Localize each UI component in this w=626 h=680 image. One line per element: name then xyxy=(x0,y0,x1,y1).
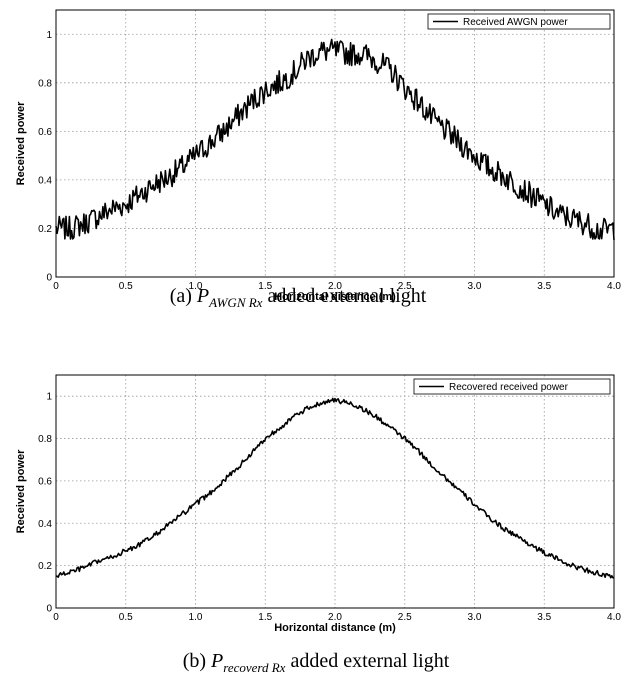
y-tick-labels: 0 0.2 0.4 0.6 0.8 1 xyxy=(38,392,52,615)
x-tick-label: 3.5 xyxy=(537,612,551,623)
gridlines xyxy=(56,375,614,608)
legend-box xyxy=(413,378,611,395)
caption-b-prefix: (b) xyxy=(183,650,206,672)
y-tick-label: 0.4 xyxy=(38,175,52,186)
x-tick-label: 2.5 xyxy=(398,612,412,623)
caption-a-suffix: added external light xyxy=(267,285,426,307)
x-axis-label: Horizontal distance (m) xyxy=(274,622,396,634)
caption-b-suffix: added external light xyxy=(290,650,449,672)
caption-b: (b) Precoverd Rx added external light xyxy=(183,650,450,675)
y-tick-label: 0.8 xyxy=(38,434,52,445)
caption-a-symbol: P xyxy=(196,285,209,307)
x-tick-label: 1.0 xyxy=(189,281,203,292)
legend-label: Received AWGN power xyxy=(463,17,568,28)
y-tick-label: 0 xyxy=(46,273,52,284)
y-tick-label: 0.4 xyxy=(38,519,52,530)
x-tick-label: 3.5 xyxy=(537,281,551,292)
caption-a-subscript: AWGN Rx xyxy=(208,295,263,310)
y-tick-label: 0.6 xyxy=(38,127,52,138)
legend-box xyxy=(427,13,611,30)
y-axis-label: Received power xyxy=(15,101,27,185)
y-axis-label: Received power xyxy=(15,449,27,533)
caption-b-symbol: P xyxy=(210,650,223,672)
legend: Received AWGN power xyxy=(427,13,611,30)
x-tick-label: 3.0 xyxy=(468,612,482,623)
x-tick-label: 1.5 xyxy=(258,612,272,623)
received-awgn-power-line xyxy=(55,38,615,241)
x-tick-label: 1.5 xyxy=(258,281,272,292)
x-tick-label: 2.0 xyxy=(328,612,342,623)
x-tick-label: 0.5 xyxy=(119,612,133,623)
y-tick-label: 0.2 xyxy=(38,224,52,235)
chart-panel-b: 0 0.5 1.0 1.5 2.0 2.5 3.0 3.5 4.0 0 0.2 0.4 0.6 0.8 1… xyxy=(15,374,621,634)
y-tick-label: 0.6 xyxy=(38,476,52,487)
y-tick-label: 1 xyxy=(46,30,52,41)
y-tick-label: 1 xyxy=(46,392,52,403)
x-tick-labels: 0 0.5 1.0 1.5 2.0 2.5 3.0 3.5 4.0 xyxy=(53,281,621,292)
caption-a: (a) PAWGN Rx added external light xyxy=(170,285,427,310)
gridlines xyxy=(56,10,614,277)
y-tick-labels: 0 0.2 0.4 0.6 0.8 1 xyxy=(38,30,52,284)
x-tick-labels: 0 0.5 1.0 1.5 2.0 2.5 3.0 3.5 4.0 xyxy=(53,612,621,623)
x-tick-label: 4.0 xyxy=(607,612,621,623)
chart-panel-a: 0 0.5 1.0 1.5 2.0 2.5 3.0 3.5 4.0 0 0.2 0.4 0.6 0.8 1… xyxy=(15,9,621,303)
x-tick-label: 2.5 xyxy=(398,281,412,292)
y-tick-label: 0 xyxy=(46,604,52,615)
plot-frame xyxy=(55,9,615,278)
x-axis-label: Horizontal distance (m) xyxy=(274,291,396,303)
x-tick-label: 0 xyxy=(53,612,59,623)
x-tick-label: 4.0 xyxy=(607,281,621,292)
x-tick-label: 0.5 xyxy=(119,281,133,292)
x-tick-label: 3.0 xyxy=(468,281,482,292)
x-tick-label: 1.0 xyxy=(189,612,203,623)
y-tick-label: 0.8 xyxy=(38,78,52,89)
recovered-received-power-line xyxy=(55,397,615,579)
x-tick-label: 2.0 xyxy=(328,281,342,292)
x-tick-label: 0 xyxy=(53,281,59,292)
y-tick-label: 0.2 xyxy=(38,561,52,572)
plot-frame xyxy=(55,374,615,609)
legend-label: Recovered received power xyxy=(449,382,569,393)
caption-a-prefix: (a) xyxy=(170,285,192,307)
legend: Recovered received power xyxy=(413,378,611,395)
caption-b-subscript: recoverd Rx xyxy=(223,660,285,675)
